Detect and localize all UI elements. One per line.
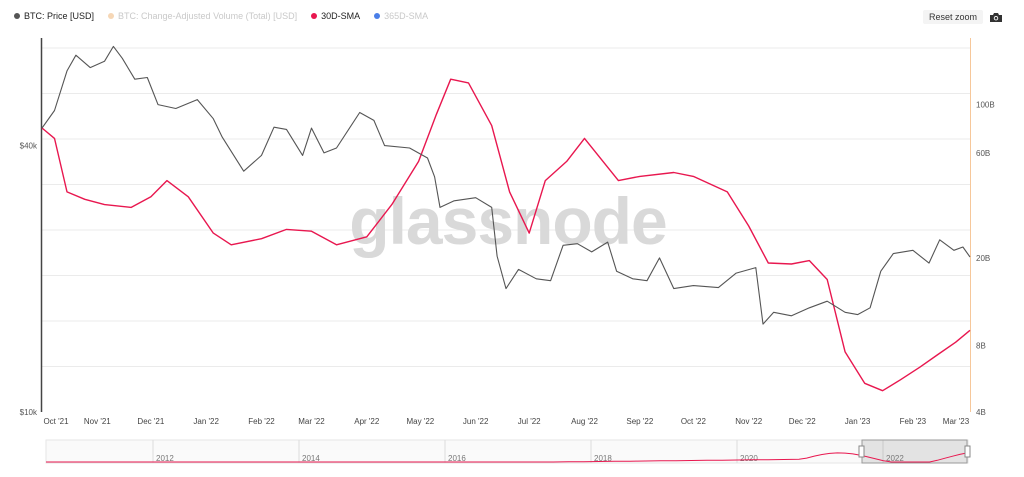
- legend-item-volume[interactable]: BTC: Change-Adjusted Volume (Total) [USD…: [108, 11, 297, 21]
- x-tick-label: Mar '23: [943, 417, 970, 426]
- x-tick-label: Dec '21: [137, 417, 164, 426]
- x-tick-label: Nov '22: [735, 417, 762, 426]
- x-tick-label: Jul '22: [518, 417, 541, 426]
- navigator-frame: [45, 439, 969, 464]
- legend-item-price[interactable]: BTC: Price [USD]: [14, 11, 94, 21]
- x-tick-label: Dec '22: [789, 417, 816, 426]
- navigator-year-label: 2012: [156, 454, 174, 463]
- x-tick-label: Sep '22: [626, 417, 653, 426]
- navigator-left-handle: [858, 445, 865, 458]
- right-tick-label: 20B: [976, 254, 990, 263]
- reset-zoom-button[interactable]: Reset zoom: [923, 10, 984, 24]
- sma30-legend-dot-icon: [311, 13, 318, 19]
- x-tick-label: Jan '22: [193, 417, 219, 426]
- navigator-year-label: 2016: [448, 454, 466, 463]
- price-line: [41, 45, 971, 325]
- camera-icon[interactable]: [989, 12, 1003, 23]
- x-tick-label: Jan '23: [845, 417, 871, 426]
- navigator-trace: [46, 452, 969, 463]
- legend: BTC: Price [USD] BTC: Change-Adjusted Vo…: [14, 11, 428, 21]
- x-tick-label: Apr '22: [354, 417, 380, 426]
- x-tick-label: Feb '23: [900, 417, 927, 426]
- navigator-year-label: 2014: [302, 454, 320, 463]
- x-tick-label: Nov '21: [84, 417, 111, 426]
- x-tick-label: Oct '22: [681, 417, 707, 426]
- legend-label-volume: BTC: Change-Adjusted Volume (Total) [USD…: [118, 11, 298, 21]
- right-tick-label: 100B: [976, 100, 995, 109]
- sma365-legend-dot-icon: [374, 13, 381, 19]
- legend-label-365d-sma: 365D-SMA: [384, 11, 429, 21]
- x-tick-label: Mar '22: [298, 417, 325, 426]
- navigator-year-label: 2022: [886, 454, 904, 463]
- x-tick-label: Jun '22: [463, 417, 489, 426]
- navigator-right-handle: [964, 445, 971, 458]
- grid: [42, 47, 970, 367]
- x-tick-label: May '22: [406, 417, 434, 426]
- x-tick-label: Oct '21: [43, 417, 69, 426]
- price-legend-dot-icon: [14, 13, 20, 19]
- navigator[interactable]: 2012 2014 2016 2018 2020 2022: [45, 439, 971, 464]
- legend-label-30d-sma: 30D-SMA: [321, 11, 361, 21]
- right-tick-label: 60B: [976, 149, 990, 158]
- sma30-line: [41, 78, 971, 392]
- x-tick-label: Aug '22: [571, 417, 598, 426]
- volume-legend-dot-icon: [108, 13, 115, 19]
- navigator-year-label: 2018: [594, 454, 612, 463]
- x-axis-ticks: Oct '21 Nov '21 Dec '21 Jan '22 Feb '22 Mar '…: [43, 417, 969, 426]
- left-tick-label: $40k: [20, 142, 38, 151]
- navigator-year-label: 2020: [740, 454, 758, 463]
- legend-item-30d-sma[interactable]: 30D-SMA: [311, 11, 360, 21]
- series-layer: [41, 45, 971, 392]
- x-tick-label: Feb '22: [248, 417, 275, 426]
- legend-item-365d-sma[interactable]: 365D-SMA: [374, 11, 428, 21]
- watermark: glassnode: [349, 184, 666, 258]
- legend-label-price: BTC: Price [USD]: [24, 11, 95, 21]
- left-tick-label: $10k: [20, 408, 38, 417]
- right-tick-label: 4B: [976, 408, 986, 417]
- right-axis-ticks: 4B 8B 20B 60B 100B: [976, 100, 995, 417]
- right-tick-label: 8B: [976, 342, 986, 351]
- left-axis-ticks: $10k $40k: [20, 142, 38, 417]
